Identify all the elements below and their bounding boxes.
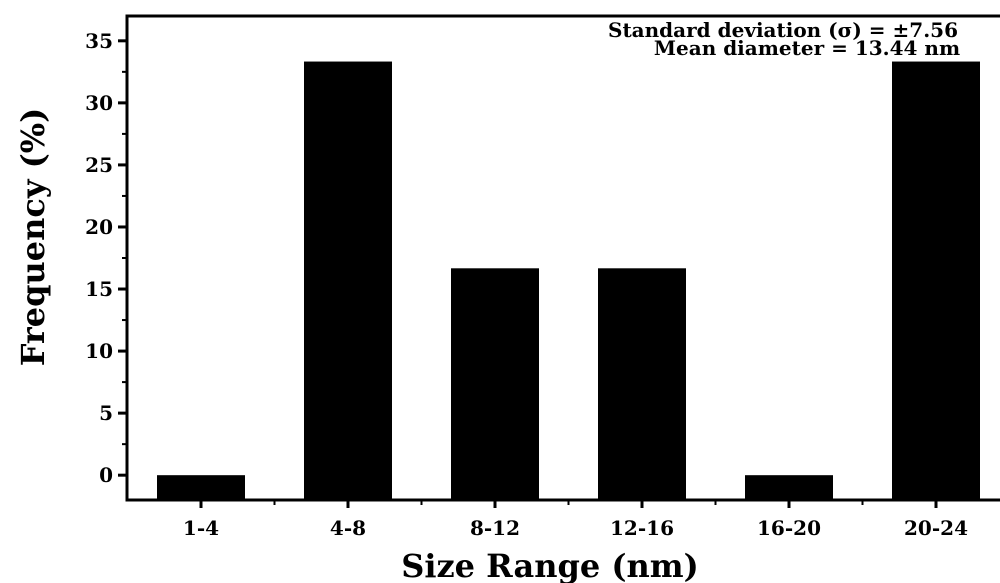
y-tick-label-5: 5 — [99, 401, 113, 425]
x-tick-label-16-20: 16-20 — [757, 516, 821, 540]
y-tick-label-20: 20 — [85, 215, 113, 239]
y-tick-label-35: 35 — [85, 29, 113, 53]
y-axis-title: Frequency (%) — [14, 108, 52, 367]
x-ticks-group: 1-4 4-8 8-12 12-16 16-20 20-24 — [183, 500, 968, 540]
y-tick-label-30: 30 — [85, 91, 113, 115]
y-tick-label-15: 15 — [85, 277, 113, 301]
bar-4-8 — [304, 61, 392, 500]
y-ticks-group: 0 5 10 15 20 25 30 35 — [85, 29, 127, 487]
bar-20-24 — [892, 61, 980, 500]
y-tick-label-25: 25 — [85, 153, 113, 177]
x-tick-label-1-4: 1-4 — [183, 516, 219, 540]
bar-12-16 — [598, 268, 686, 500]
x-tick-label-8-12: 8-12 — [470, 516, 520, 540]
bar-8-12 — [451, 268, 539, 500]
axes-group — [125, 14, 1000, 502]
x-axis-title: Size Range (nm) — [401, 547, 699, 583]
y-tick-label-10: 10 — [85, 339, 113, 363]
annotation-std-dev: Standard deviation (σ) = ±7.56 — [608, 18, 958, 42]
x-tick-label-4-8: 4-8 — [330, 516, 366, 540]
bar-1-4 — [157, 475, 245, 500]
annotation-mean-diameter: Mean diameter = 13.44 nm — [654, 36, 960, 60]
bar-16-20 — [745, 475, 833, 500]
y-tick-label-0: 0 — [99, 463, 113, 487]
bars-group — [157, 61, 980, 500]
x-tick-label-12-16: 12-16 — [610, 516, 674, 540]
x-tick-label-20-24: 20-24 — [904, 516, 968, 540]
